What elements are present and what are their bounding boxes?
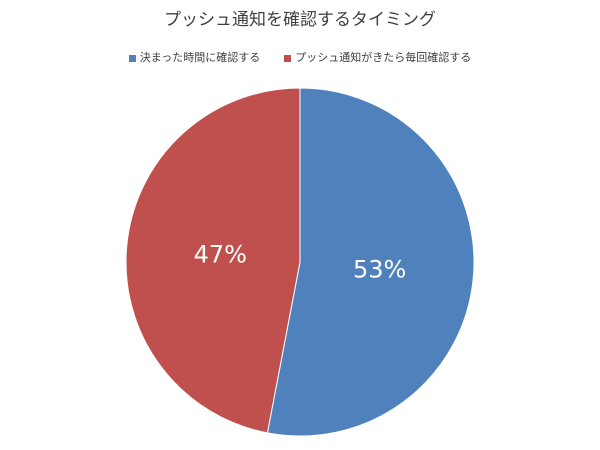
- legend-label-fixed-time: 決まった時間に確認する: [139, 51, 261, 64]
- pie-slice-every-notification: [125, 87, 301, 434]
- legend-swatch-fixed-time: [128, 54, 136, 62]
- legend-label-every-notification: プッシュ通知がきたら毎回確認する: [295, 51, 472, 64]
- chart-title: プッシュ通知を確認するタイミング: [164, 10, 436, 30]
- pie-slice-fixed-time: [266, 87, 475, 437]
- pie-label-fixed-time: 53%: [353, 256, 406, 284]
- legend-swatch-every-notification: [284, 54, 292, 62]
- pie-label-every-notification: 47%: [194, 241, 247, 269]
- chart-legend: 決まった時間に確認する プッシュ通知がきたら毎回確認する: [0, 50, 600, 66]
- legend-item-fixed-time: 決まった時間に確認する: [128, 50, 261, 66]
- legend-item-every-notification: プッシュ通知がきたら毎回確認する: [284, 50, 471, 66]
